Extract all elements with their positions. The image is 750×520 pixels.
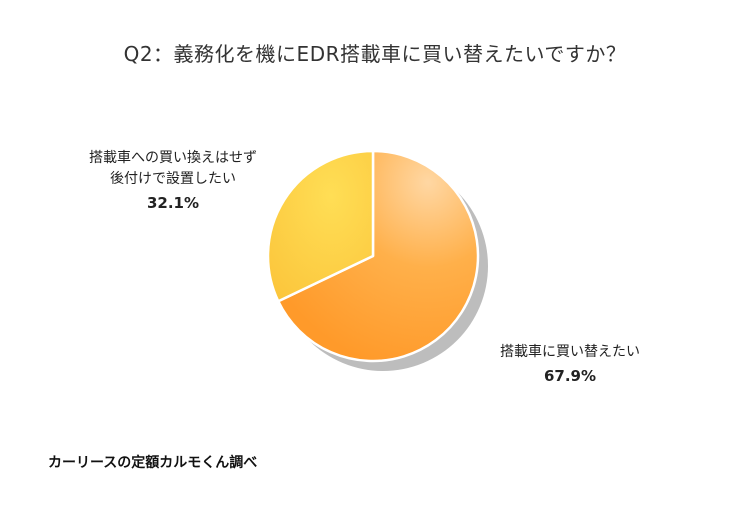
- slice-value-replace: 67.9%: [543, 367, 597, 385]
- pie-slice-aftermarket: [266, 149, 375, 303]
- pie-slice-replace: [277, 149, 480, 363]
- slice-label-aftermarket: 搭載車への買い換えはせず 後付けで設置したい 32.1%: [58, 148, 288, 214]
- slice-label-replace-line1: 搭載車に買い替えたい: [500, 344, 640, 360]
- slice-label-aftermarket-line2: 後付けで設置したい: [110, 171, 236, 187]
- source-credit: カーリースの定額カルモくん調べ: [48, 455, 258, 471]
- slice-label-replace: 搭載車に買い替えたい 67.9%: [480, 342, 660, 387]
- slice-value-aftermarket: 32.1%: [146, 194, 200, 212]
- chart-title: Q2：義務化を機にEDR搭載車に買い替えたいですか？: [123, 42, 627, 66]
- slice-label-aftermarket-line1: 搭載車への買い換えはせず: [89, 150, 257, 166]
